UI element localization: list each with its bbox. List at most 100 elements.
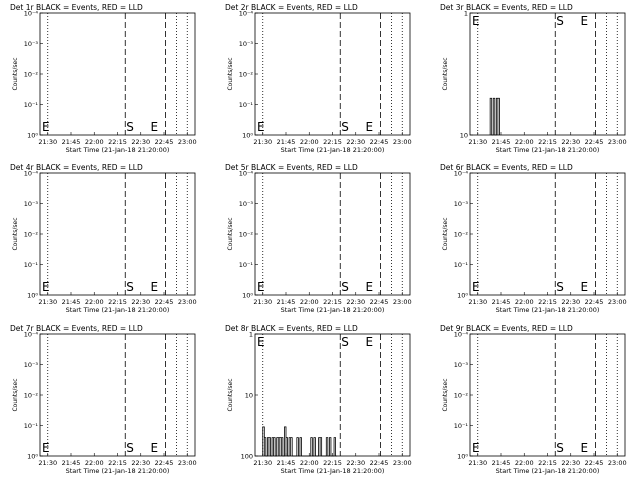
- x-tick-label: 22:15: [108, 298, 127, 306]
- marker-label-e: E: [151, 280, 159, 294]
- marker-label-e: E: [151, 120, 159, 134]
- y-tick-label: 10⁻⁴: [454, 170, 469, 178]
- chart-title: Det 3r BLACK = Events, RED = LLD: [440, 3, 573, 12]
- plot-frame: [254, 172, 411, 296]
- x-tick-label: 22:15: [108, 138, 127, 146]
- y-tick-label: 10⁻³: [24, 40, 39, 48]
- y-tick-label: 100: [241, 453, 253, 461]
- marker-label-e: E: [42, 441, 50, 455]
- y-axis-label: Counts/sec: [442, 217, 449, 250]
- y-tick-label: 1: [464, 10, 468, 18]
- y-tick-label: 10⁻¹: [24, 101, 39, 109]
- y-tick-label: 10⁻²: [24, 231, 39, 239]
- x-tick-label: 22:45: [370, 138, 389, 146]
- x-axis-label: Start Time (21-Jan-18 21:20:00): [66, 306, 170, 314]
- x-tick-label: 21:45: [277, 138, 296, 146]
- x-tick-label: 21:45: [62, 138, 81, 146]
- chart-panel-7: Det 7r BLACK = Events, RED = LLD Counts/s…: [10, 324, 197, 475]
- x-tick-label: 22:30: [131, 298, 150, 306]
- chart-panel-2: Det 2r BLACK = Events, RED = LLD Counts/s…: [225, 3, 412, 154]
- x-tick-label: 22:00: [300, 459, 319, 467]
- x-tick-label: 21:30: [38, 298, 57, 306]
- y-tick-label: 1: [249, 331, 253, 339]
- x-tick-label: 22:30: [561, 138, 580, 146]
- y-tick-label: 10⁻³: [454, 200, 469, 208]
- x-tick-label: 21:30: [38, 138, 57, 146]
- y-axis-label: Counts/sec: [12, 217, 19, 250]
- x-tick-label: 22:45: [155, 459, 174, 467]
- x-tick-label: 23:00: [393, 459, 412, 467]
- x-axis-label: Start Time (21-Jan-18 21:20:00): [66, 467, 170, 475]
- x-tick-label: 23:00: [393, 138, 412, 146]
- marker-label-e: E: [257, 120, 265, 134]
- x-tick-label: 22:00: [515, 298, 534, 306]
- marker-label-s: S: [126, 120, 134, 134]
- marker-label-e: E: [472, 14, 480, 28]
- y-tick-label: 10⁻⁴: [24, 170, 39, 178]
- y-tick-label: 10⁻¹: [454, 422, 469, 430]
- chart-title: Det 4r BLACK = Events, RED = LLD: [10, 163, 143, 172]
- chart-title: Det 9r BLACK = Events, RED = LLD: [440, 324, 573, 333]
- x-tick-label: 21:30: [253, 138, 272, 146]
- x-tick-label: 22:30: [346, 459, 365, 467]
- chart-title: Det 1r BLACK = Events, RED = LLD: [10, 3, 143, 12]
- marker-label-s: S: [556, 441, 564, 455]
- marker-label-s: S: [341, 280, 349, 294]
- x-tick-label: 22:00: [300, 298, 319, 306]
- plot-frame: [469, 172, 626, 296]
- chart-panel-8: Det 8r BLACK = Events, RED = LLD Counts/s…: [225, 324, 412, 475]
- marker-label-e: E: [581, 14, 589, 28]
- x-tick-label: 21:30: [468, 298, 487, 306]
- y-tick-label: 10⁻⁴: [239, 10, 254, 18]
- y-tick-label: 10⁰: [457, 292, 468, 300]
- x-tick-label: 22:45: [585, 138, 604, 146]
- chart-title: Det 2r BLACK = Events, RED = LLD: [225, 3, 358, 12]
- y-tick-label: 10⁰: [242, 132, 253, 140]
- x-tick-label: 21:45: [492, 138, 511, 146]
- marker-label-s: S: [341, 335, 349, 349]
- x-tick-label: 22:30: [131, 459, 150, 467]
- x-tick-label: 22:30: [346, 138, 365, 146]
- x-tick-label: 22:15: [108, 459, 127, 467]
- events-series-line: [262, 426, 338, 457]
- y-tick-label: 10⁻³: [24, 200, 39, 208]
- y-tick-label: 10⁻³: [24, 361, 39, 369]
- x-axis-label: Start Time (21-Jan-18 21:20:00): [281, 467, 385, 475]
- x-tick-label: 21:45: [492, 459, 511, 467]
- y-axis-label: Counts/sec: [12, 57, 19, 90]
- y-axis-label: Counts/sec: [12, 378, 19, 411]
- chart-title: Det 8r BLACK = Events, RED = LLD: [225, 324, 358, 333]
- y-axis-label: Counts/sec: [227, 217, 234, 250]
- x-axis-label: Start Time (21-Jan-18 21:20:00): [281, 306, 385, 314]
- x-tick-label: 21:45: [492, 298, 511, 306]
- y-tick-label: 10⁻²: [24, 71, 39, 79]
- y-tick-label: 10⁻¹: [24, 422, 39, 430]
- x-tick-label: 23:00: [393, 298, 412, 306]
- x-tick-label: 21:30: [468, 138, 487, 146]
- x-tick-label: 23:00: [178, 298, 197, 306]
- y-tick-label: 10: [245, 392, 253, 400]
- y-tick-label: 10⁻⁴: [24, 331, 39, 339]
- x-tick-label: 23:00: [178, 138, 197, 146]
- chart-title: Det 5r BLACK = Events, RED = LLD: [225, 163, 358, 172]
- marker-label-e: E: [472, 280, 480, 294]
- y-tick-label: 10⁻³: [239, 200, 254, 208]
- plot-frame: [39, 12, 196, 136]
- y-tick-label: 10⁻²: [239, 231, 254, 239]
- y-tick-label: 10⁰: [27, 292, 38, 300]
- x-tick-label: 22:15: [538, 459, 557, 467]
- x-tick-label: 21:30: [253, 298, 272, 306]
- x-tick-label: 22:15: [323, 138, 342, 146]
- x-tick-label: 22:15: [323, 298, 342, 306]
- y-tick-label: 10⁰: [27, 132, 38, 140]
- marker-label-s: S: [126, 280, 134, 294]
- marker-label-e: E: [257, 280, 265, 294]
- x-tick-label: 21:45: [277, 459, 296, 467]
- marker-label-e: E: [581, 441, 589, 455]
- x-tick-label: 22:00: [85, 298, 104, 306]
- x-tick-label: 22:15: [538, 138, 557, 146]
- x-tick-label: 22:45: [585, 459, 604, 467]
- marker-label-e: E: [42, 120, 50, 134]
- y-tick-label: 10⁻¹: [239, 261, 254, 269]
- marker-label-s: S: [556, 280, 564, 294]
